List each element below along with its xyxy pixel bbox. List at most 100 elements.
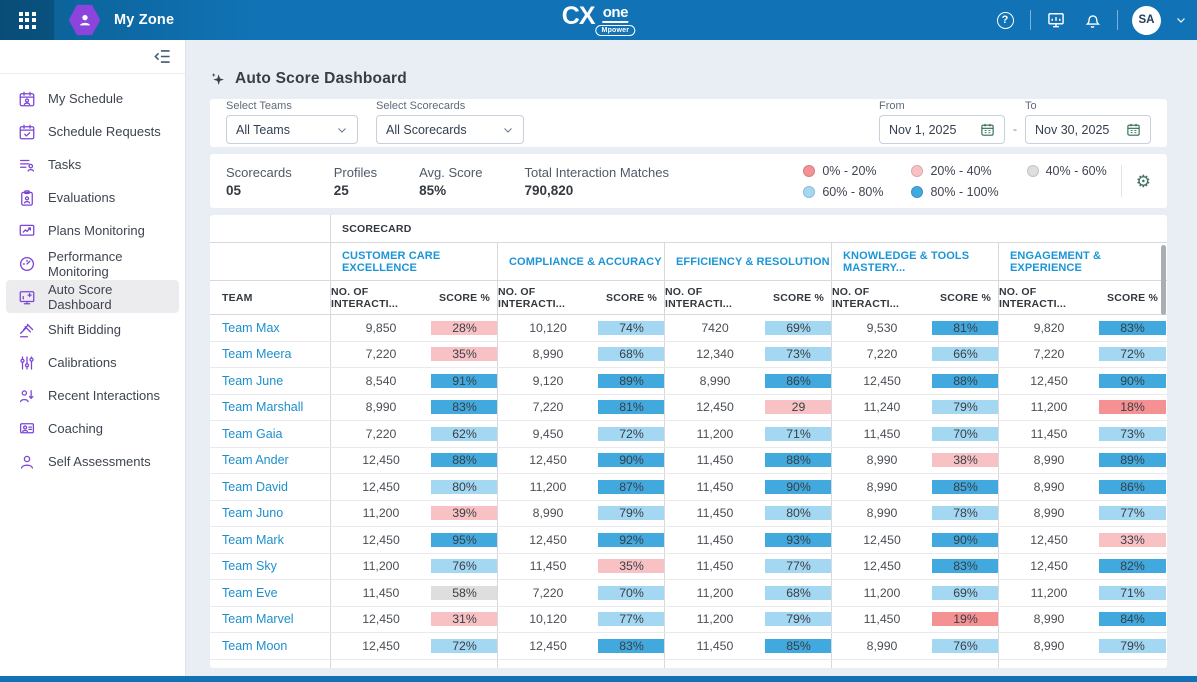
plans-monitoring-icon [18, 222, 36, 240]
interactions-value: 11,200 [1030, 585, 1068, 600]
performance-monitoring-icon [18, 255, 36, 273]
team-link[interactable]: Team David [222, 479, 288, 494]
interactions-column-header[interactable]: NO. OF INTERACTI... [498, 285, 566, 310]
scorecard-name-header[interactable]: ENGAGEMENT & EXPERIENCE [998, 243, 1165, 280]
scorecard-cell-group [664, 659, 831, 668]
scorecards-select[interactable]: All Scorecards [376, 115, 524, 144]
scorecard-cell-group: 11,200 71% [998, 580, 1166, 606]
sidebar-collapse-icon[interactable] [153, 47, 172, 66]
notifications-button[interactable] [1081, 9, 1103, 31]
team-cell: Team Eve [210, 580, 330, 606]
sidebar-item-coaching[interactable]: Coaching [6, 412, 179, 445]
vertical-scrollbar[interactable] [1161, 245, 1166, 315]
team-link[interactable]: Team Moon [222, 638, 288, 653]
legend-item: 80% - 100% [911, 184, 999, 199]
sidebar-item-recent-interactions[interactable]: Recent Interactions [6, 379, 179, 412]
score-value: 66% [932, 347, 999, 362]
interactions-value: 11,450 [362, 585, 400, 600]
sidebar-item-label: Tasks [48, 157, 82, 172]
scorecard-cell-group: 12,450 72% [330, 633, 498, 659]
to-label: To [1025, 100, 1037, 112]
scorecard-cell-group: 11,450 77% [664, 553, 832, 579]
interactions-value: 12,450 [362, 453, 400, 468]
divider [1117, 10, 1118, 30]
presentation-button[interactable] [1045, 9, 1067, 31]
score-value: 29 [765, 400, 832, 415]
team-link[interactable]: Team Ander [222, 453, 289, 468]
scorecards-select-value: All Scorecards [386, 122, 467, 137]
score-value: 31% [431, 612, 498, 627]
interactions-value: 12,340 [696, 347, 734, 362]
score-column-header[interactable]: SCORE % [773, 291, 824, 304]
scorecard-cell-group: 12,450 92% [497, 527, 665, 553]
legend-label: 80% - 100% [930, 184, 999, 199]
sidebar-item-plans-monitoring[interactable]: Plans Monitoring [6, 214, 179, 247]
app-launcher-button[interactable] [0, 0, 54, 40]
user-avatar[interactable]: SA [1132, 5, 1161, 35]
team-link[interactable]: Team June [222, 373, 284, 388]
team-link[interactable]: Team Max [222, 320, 280, 335]
sidebar-item-performance-monitoring[interactable]: Performance Monitoring [6, 247, 179, 280]
score-column-header[interactable]: SCORE % [1107, 291, 1158, 304]
cxone-logo: CX one Mpower [562, 4, 636, 36]
sidebar-item-auto-score-dashboard[interactable]: Auto Score Dashboard [6, 280, 179, 313]
score-value: 88% [765, 453, 832, 468]
sidebar-item-label: Recent Interactions [48, 388, 161, 403]
scorecard-name-header[interactable]: KNOWLEDGE & TOOLS MASTERY... [831, 243, 998, 280]
scorecard-cell-group: 11,200 69% [831, 580, 999, 606]
help-button[interactable]: ? [994, 9, 1016, 31]
team-column-header[interactable]: TEAM [222, 291, 253, 304]
team-link[interactable]: Team Sky [222, 559, 277, 574]
sidebar-item-evaluations[interactable]: Evaluations [6, 181, 179, 214]
interactions-column-header[interactable]: NO. OF INTERACTI... [832, 285, 900, 310]
top-bar-actions: ? SA [994, 0, 1187, 40]
scorecard-cell-group: 12,450 33% [998, 527, 1166, 553]
interactions-value: 8,990 [866, 479, 898, 494]
interactions-value: 11,200 [529, 479, 567, 494]
team-link[interactable]: Team Juno [222, 506, 284, 521]
scorecard-cell-group [998, 659, 1165, 668]
score-column-header[interactable]: SCORE % [606, 291, 657, 304]
score-value: 76% [932, 638, 999, 653]
table-row: Team Sky 11,200 76% 11,450 35% 11,450 77% 12,45… [210, 553, 1167, 580]
score-value: 73% [1099, 426, 1166, 441]
sidebar-item-shift-bidding[interactable]: Shift Bidding [6, 313, 179, 346]
to-date-input[interactable]: Nov 30, 2025 [1025, 115, 1151, 144]
sidebar-item-schedule-requests[interactable]: Schedule Requests [6, 115, 179, 148]
score-value: 18% [1099, 400, 1166, 415]
from-date-input[interactable]: Nov 1, 2025 [879, 115, 1005, 144]
team-link[interactable]: Team Gaia [222, 426, 283, 441]
coaching-icon [18, 420, 36, 438]
sidebar-item-calibrations[interactable]: Calibrations [6, 346, 179, 379]
score-value: 89% [1099, 453, 1166, 468]
user-menu-chevron-icon[interactable] [1175, 14, 1187, 26]
score-value: 79% [598, 506, 665, 521]
score-column-header[interactable]: SCORE % [940, 291, 991, 304]
team-link[interactable]: Team Marvel [222, 612, 294, 627]
from-date-value: Nov 1, 2025 [889, 122, 957, 137]
score-column-header[interactable]: SCORE % [439, 291, 490, 304]
team-link[interactable]: Team Eve [222, 585, 278, 600]
sidebar-item-self-assessments[interactable]: Self Assessments [6, 445, 179, 478]
teams-select[interactable]: All Teams [226, 115, 358, 144]
score-value: 70% [932, 426, 999, 441]
team-link[interactable]: Team Marshall [222, 400, 304, 415]
score-value: 80% [765, 506, 832, 521]
interactions-value: 8,990 [1033, 479, 1065, 494]
scorecard-name-header[interactable]: CUSTOMER CARE EXCELLENCE [330, 243, 497, 280]
my-zone-app-icon[interactable] [68, 4, 101, 36]
settings-gear-icon[interactable]: ⚙ [1135, 171, 1151, 191]
interactions-column-header[interactable]: NO. OF INTERACTI... [999, 285, 1067, 310]
sidebar-item-tasks[interactable]: Tasks [6, 148, 179, 181]
team-link[interactable]: Team Mark [222, 532, 284, 547]
sidebar-item-my-schedule[interactable]: My Schedule [6, 82, 179, 115]
scorecard-name-header[interactable]: COMPLIANCE & ACCURACY [497, 243, 664, 280]
scorecard-name-header[interactable]: EFFICIENCY & RESOLUTION [664, 243, 831, 280]
scorecard-cell-group: 11,450 19% [831, 606, 999, 632]
scorecard-cell-group: 8,990 79% [497, 500, 665, 526]
team-link[interactable]: Team Meera [222, 347, 292, 362]
scorecard-cell-group: 7,220 70% [497, 580, 665, 606]
interactions-column-header[interactable]: NO. OF INTERACTI... [331, 285, 399, 310]
interactions-column-header[interactable]: NO. OF INTERACTI... [665, 285, 733, 310]
